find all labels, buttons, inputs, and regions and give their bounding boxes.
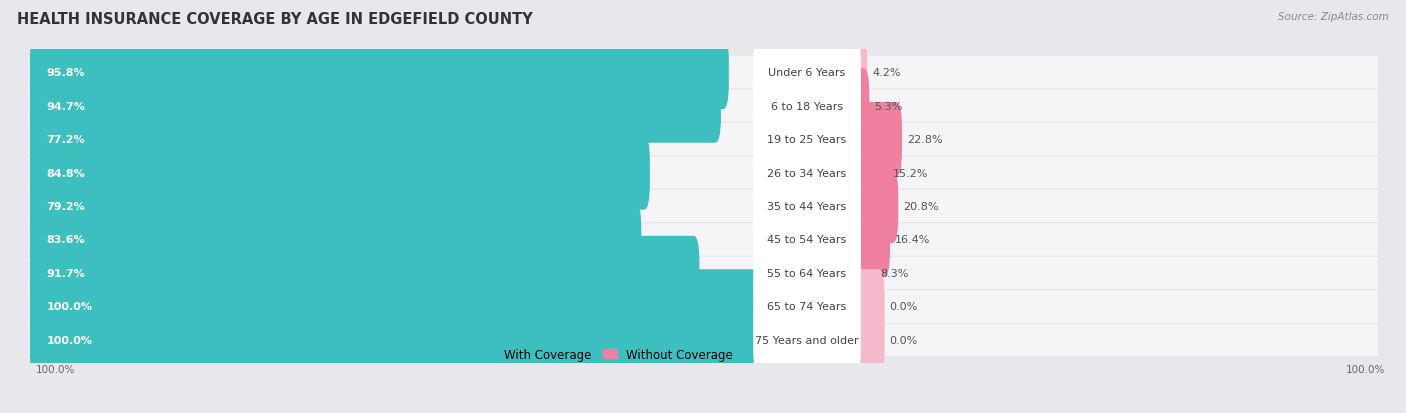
FancyBboxPatch shape [30,270,759,344]
Text: 79.2%: 79.2% [46,202,86,211]
Text: 100.0%: 100.0% [1346,364,1385,374]
FancyBboxPatch shape [28,57,1378,89]
FancyBboxPatch shape [848,169,898,244]
Text: 0.0%: 0.0% [890,301,918,312]
FancyBboxPatch shape [754,178,860,235]
FancyBboxPatch shape [30,103,595,177]
FancyBboxPatch shape [30,36,728,110]
Text: 84.8%: 84.8% [46,168,86,178]
FancyBboxPatch shape [754,78,860,135]
Text: Under 6 Years: Under 6 Years [769,68,845,78]
FancyBboxPatch shape [848,303,884,377]
FancyBboxPatch shape [30,236,699,310]
FancyBboxPatch shape [28,291,1378,323]
FancyBboxPatch shape [30,203,641,277]
FancyBboxPatch shape [754,278,860,335]
FancyBboxPatch shape [30,69,721,143]
Text: 100.0%: 100.0% [35,364,75,374]
FancyBboxPatch shape [28,123,1378,156]
FancyBboxPatch shape [848,203,890,277]
FancyBboxPatch shape [28,257,1378,290]
FancyBboxPatch shape [754,312,860,368]
Text: 15.2%: 15.2% [893,168,928,178]
Legend: With Coverage, Without Coverage: With Coverage, Without Coverage [479,348,733,361]
Text: 75 Years and older: 75 Years and older [755,335,859,345]
Text: 22.8%: 22.8% [907,135,942,145]
Text: 94.7%: 94.7% [46,101,86,112]
FancyBboxPatch shape [30,136,650,210]
Text: 16.4%: 16.4% [896,235,931,245]
Text: 100.0%: 100.0% [46,335,93,345]
FancyBboxPatch shape [754,211,860,268]
Text: HEALTH INSURANCE COVERAGE BY AGE IN EDGEFIELD COUNTY: HEALTH INSURANCE COVERAGE BY AGE IN EDGE… [17,12,533,27]
FancyBboxPatch shape [30,303,759,377]
FancyBboxPatch shape [28,224,1378,256]
Text: 91.7%: 91.7% [46,268,86,278]
Text: 45 to 54 Years: 45 to 54 Years [768,235,846,245]
Text: 6 to 18 Years: 6 to 18 Years [770,101,844,112]
FancyBboxPatch shape [28,90,1378,122]
FancyBboxPatch shape [30,169,610,244]
Text: 77.2%: 77.2% [46,135,84,145]
Text: 65 to 74 Years: 65 to 74 Years [768,301,846,312]
FancyBboxPatch shape [848,103,903,177]
Text: 83.6%: 83.6% [46,235,84,245]
Text: 55 to 64 Years: 55 to 64 Years [768,268,846,278]
Text: 8.3%: 8.3% [880,268,908,278]
FancyBboxPatch shape [848,69,869,143]
Text: 19 to 25 Years: 19 to 25 Years [768,135,846,145]
Text: 100.0%: 100.0% [46,301,93,312]
Text: 26 to 34 Years: 26 to 34 Years [768,168,846,178]
Text: 0.0%: 0.0% [890,335,918,345]
FancyBboxPatch shape [28,190,1378,223]
FancyBboxPatch shape [848,270,884,344]
FancyBboxPatch shape [28,157,1378,189]
FancyBboxPatch shape [28,324,1378,356]
FancyBboxPatch shape [848,36,868,110]
Text: 95.8%: 95.8% [46,68,84,78]
Text: 35 to 44 Years: 35 to 44 Years [768,202,846,211]
Text: 20.8%: 20.8% [903,202,939,211]
FancyBboxPatch shape [754,45,860,101]
FancyBboxPatch shape [754,245,860,301]
FancyBboxPatch shape [754,112,860,168]
FancyBboxPatch shape [754,145,860,202]
Text: Source: ZipAtlas.com: Source: ZipAtlas.com [1278,12,1389,22]
FancyBboxPatch shape [848,136,887,210]
Text: 5.3%: 5.3% [875,101,903,112]
Text: 4.2%: 4.2% [872,68,901,78]
FancyBboxPatch shape [848,236,875,310]
